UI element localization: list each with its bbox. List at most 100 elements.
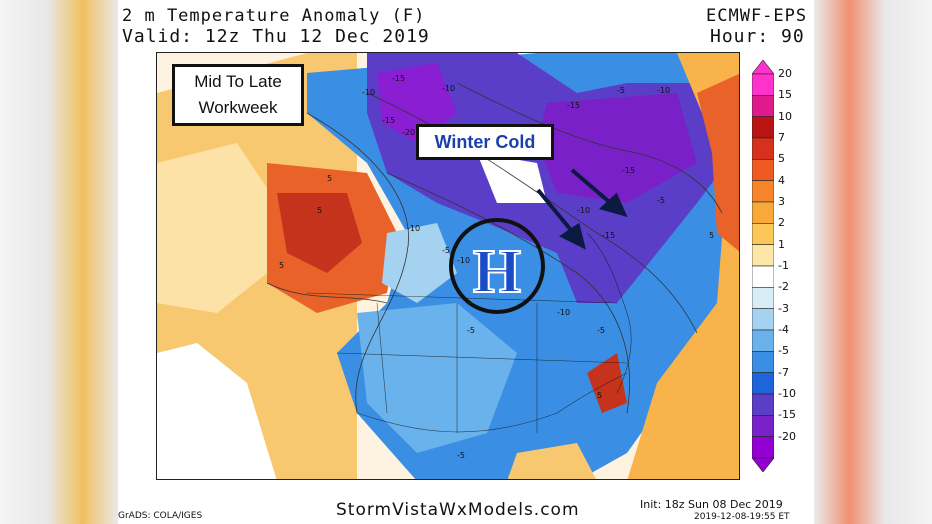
- colorbar-label: 5: [778, 152, 785, 166]
- colorbar-swatch: [751, 223, 775, 245]
- colorbar-swatch: [751, 372, 775, 395]
- colorbar-label: 7: [778, 131, 785, 144]
- arrow-to-great-lakes: [536, 188, 577, 237]
- left-margin-blur: [0, 0, 118, 524]
- colorbar-swatch: [751, 265, 775, 288]
- contour-label: -5: [597, 326, 605, 335]
- colorbar-swatch: [751, 116, 775, 139]
- contour-label: -5: [442, 246, 450, 255]
- colorbar-label: 15: [778, 88, 792, 102]
- contour-label: 5: [279, 261, 284, 270]
- colorbar-label: -3: [778, 301, 789, 315]
- website-credit: StormVistaWxModels.com: [336, 500, 580, 520]
- colorbar-label: -1: [778, 259, 789, 272]
- colorbar-swatch: [751, 244, 775, 267]
- contour-label: -10: [577, 206, 590, 215]
- colorbar-label: -5: [778, 344, 789, 358]
- winter-cold-callout: Winter Cold: [416, 124, 554, 160]
- colorbar-label: -20: [778, 429, 796, 443]
- west-hot-core: [277, 193, 362, 273]
- colorbar-label: -10: [778, 387, 796, 400]
- contour-label: -15: [622, 166, 635, 175]
- colorbar-label: 20: [778, 67, 792, 80]
- colorbar-top-arrow: [751, 59, 775, 75]
- colorbar-bottom-arrow: [751, 457, 775, 473]
- colorbar-label: 4: [778, 173, 785, 187]
- atlantic-hot-region: [697, 73, 739, 252]
- contour-label: 5: [597, 391, 602, 400]
- period-callout-line1: Mid To Late: [194, 72, 282, 91]
- contour-labels: -15 -10 -15 -20 -10 -15 -5 -10 -15 -5 -1…: [279, 74, 714, 460]
- colorbar-swatch: [751, 393, 775, 416]
- contour-line: [386, 172, 630, 414]
- colorbar-swatch: [751, 159, 775, 181]
- border-line: [376, 302, 388, 414]
- winter-cold-label: Winter Cold: [434, 132, 536, 152]
- contour-label: -10: [442, 84, 455, 93]
- contour-label: 5: [327, 174, 332, 183]
- colorbar-swatch: [751, 308, 775, 331]
- southwest-cool-region: [357, 303, 517, 453]
- colorbar-swatch: [751, 329, 775, 352]
- coastline: [586, 232, 632, 394]
- high-pressure-circle: [449, 218, 545, 314]
- right-margin-blur: [814, 0, 932, 524]
- colorbar-label: 3: [778, 195, 785, 208]
- model-name: ECMWF-EPS: [706, 6, 808, 26]
- colorbar-swatch: [751, 351, 775, 373]
- grads-credit: GrADS: COLA/IGES: [118, 511, 203, 521]
- contour-label: -10: [457, 256, 470, 265]
- rockies-cool-region: [382, 223, 457, 303]
- contour-label: -15: [567, 101, 580, 110]
- pacific-mild-region: [157, 143, 277, 313]
- colorbar-swatch: [751, 436, 775, 459]
- colorbar-swatch: [751, 180, 775, 203]
- arrow-to-northeast-head: [599, 192, 628, 218]
- colorbar: [751, 59, 775, 473]
- contour-label: -5: [467, 326, 475, 335]
- contour-label: -10: [407, 224, 420, 233]
- high-pressure-symbol: H: [473, 238, 521, 306]
- colorbar-swatch: [751, 287, 775, 309]
- colorbar-label: -4: [778, 323, 789, 336]
- arrows: [536, 168, 628, 250]
- caribbean-warm-region: [507, 443, 596, 479]
- political-borders: [306, 232, 632, 433]
- contour-line: [266, 282, 388, 304]
- period-callout: Mid To Late Workweek: [172, 64, 304, 126]
- colorbar-swatch: [751, 201, 775, 224]
- contour-label: -15: [382, 116, 395, 125]
- northwest-cold-core: [377, 63, 457, 143]
- map-title: 2 m Temperature Anomaly (F): [122, 6, 426, 26]
- northern-normal-patch: [477, 153, 547, 203]
- contour-label: -15: [602, 231, 615, 240]
- colorbar-label: -2: [778, 280, 789, 294]
- colorbar-label: 10: [778, 109, 792, 123]
- contour-label: -15: [392, 74, 405, 83]
- pacific-normal-region: [157, 343, 277, 479]
- colorbar-swatch: [751, 95, 775, 117]
- arrow-to-great-lakes-head: [559, 222, 586, 250]
- contour-line: [306, 112, 409, 414]
- coastline: [356, 372, 628, 433]
- contour-label: -5: [457, 451, 465, 460]
- contour-label: -5: [617, 86, 625, 95]
- contour-label: -10: [362, 88, 375, 97]
- colorbar-label: -15: [778, 408, 796, 422]
- valid-time: Valid: 12z Thu 12 Dec 2019: [122, 26, 430, 47]
- contour-label: -10: [557, 308, 570, 317]
- contour-label: -5: [657, 196, 665, 205]
- contour-line: [456, 82, 723, 214]
- forecast-hour: Hour: 90: [710, 26, 805, 47]
- render-timestamp: 2019-12-08-19:55 ET: [694, 512, 790, 522]
- colorbar-swatch: [751, 137, 775, 160]
- arrow-to-northeast: [570, 168, 616, 208]
- contour-label: 5: [709, 231, 714, 240]
- contour-label: -10: [657, 86, 670, 95]
- colorbar-label: 1: [778, 237, 785, 251]
- colorbar-label: -7: [778, 365, 789, 379]
- colorbar-svg: [751, 59, 775, 473]
- init-time: Init: 18z Sun 08 Dec 2019: [640, 498, 783, 511]
- contour-label: -20: [402, 128, 415, 137]
